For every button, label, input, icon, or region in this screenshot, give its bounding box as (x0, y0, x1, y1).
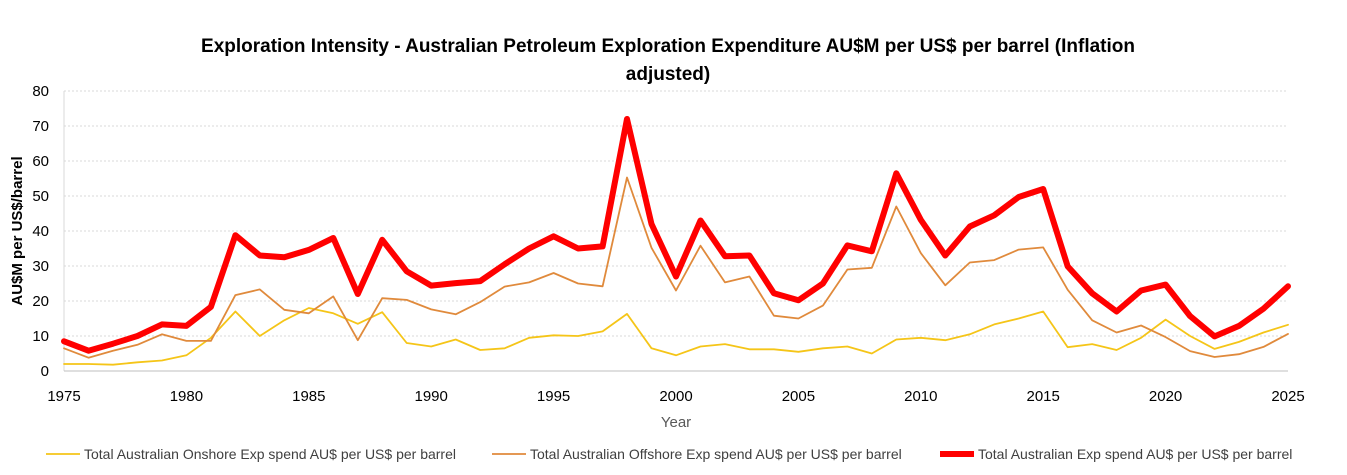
y-tick-label: 70 (32, 118, 49, 135)
gridlines (64, 90, 1288, 337)
y-tick-label: 0 (41, 363, 49, 380)
legend-item: Total Australian Onshore Exp spend AU$ p… (46, 446, 456, 462)
x-tick-label: 1980 (170, 388, 203, 405)
x-tick-label: 2020 (1149, 388, 1182, 405)
x-tick-label: 2005 (782, 388, 815, 405)
chart-title-line-1: Exploration Intensity - Australian Petro… (201, 36, 1135, 57)
y-axis-label: AU$M per US$/barrel (9, 156, 26, 305)
x-tick-label: 1990 (415, 388, 448, 405)
x-tick-labels: 1975 1980 1985 1990 1995 2000 2005 2010 2015 2020… (47, 388, 1304, 405)
series-line-1 (63, 307, 1289, 366)
x-tick-label: 1985 (292, 388, 325, 405)
x-tick-label: 1995 (537, 388, 570, 405)
series-line-3 (61, 116, 1291, 354)
legend-label: Total Australian Onshore Exp spend AU$ p… (84, 446, 456, 462)
y-tick-label: 40 (32, 223, 49, 240)
series-line-2 (63, 176, 1289, 359)
series-lines (61, 116, 1291, 366)
x-tick-label: 2025 (1271, 388, 1304, 405)
legend-label: Total Australian Offshore Exp spend AU$ … (530, 446, 902, 462)
y-tick-label: 20 (32, 293, 49, 310)
x-tick-label: 2015 (1027, 388, 1060, 405)
legend: Total Australian Onshore Exp spend AU$ p… (46, 446, 1292, 462)
y-tick-label: 50 (32, 188, 49, 205)
legend-label: Total Australian Exp spend AU$ per US$ p… (978, 446, 1292, 462)
legend-item: Total Australian Offshore Exp spend AU$ … (492, 446, 902, 462)
y-tick-labels: 0 10 20 30 40 50 60 70 80 (32, 83, 49, 380)
x-tick-label: 2010 (904, 388, 937, 405)
y-tick-label: 10 (32, 328, 49, 345)
y-tick-label: 30 (32, 258, 49, 275)
chart-title-line-2: adjusted) (626, 64, 710, 85)
legend-item: Total Australian Exp spend AU$ per US$ p… (940, 446, 1292, 462)
x-axis-label: Year (661, 414, 691, 431)
y-tick-label: 80 (32, 83, 49, 100)
x-tick-label: 2000 (659, 388, 692, 405)
axes (63, 91, 1288, 372)
y-tick-label: 60 (32, 153, 49, 170)
x-tick-label: 1975 (47, 388, 80, 405)
